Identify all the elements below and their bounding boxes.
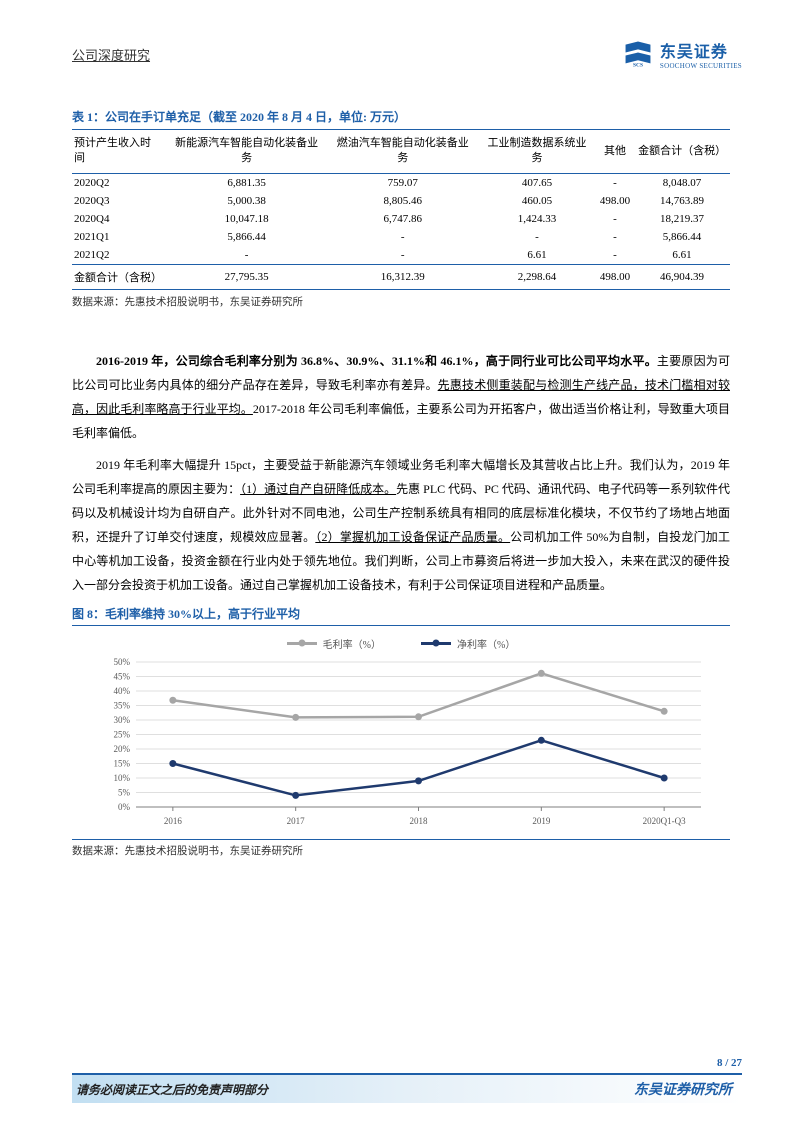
table-row: 2020Q26,881.35759.07407.65-8,048.07 (72, 173, 730, 192)
footer-bar: 请务必阅读正文之后的免责声明部分 东吴证券研究所 (72, 1073, 742, 1103)
institute-name: 东吴证券研究所 (634, 1079, 732, 1099)
svg-text:2018: 2018 (410, 816, 429, 826)
logo-text-cn: 东吴证券 (660, 38, 742, 62)
table-row: 2020Q35,000.388,805.46460.05498.0014,763… (72, 192, 730, 210)
table-header: 工业制造数据系统业务 (478, 130, 596, 174)
orders-table: 预计产生收入时间新能源汽车智能自动化装备业务燃油汽车智能自动化装备业务工业制造数… (72, 129, 730, 290)
table-row: 2020Q410,047.186,747.861,424.33-18,219.3… (72, 210, 730, 228)
chart-source: 数据来源：先惠技术招股说明书，东吴证券研究所 (72, 839, 730, 858)
scs-logo-icon: SCS (622, 40, 654, 68)
legend-gross: 毛利率（%） (287, 636, 381, 651)
paragraph-1: 2016-2019 年，公司综合毛利率分别为 36.8%、30.9%、31.1%… (72, 349, 730, 445)
table-header: 预计产生收入时间 (72, 130, 166, 174)
report-section-title: 公司深度研究 (72, 45, 150, 64)
legend-net: 净利率（%） (421, 636, 515, 651)
svg-text:2016: 2016 (164, 816, 183, 826)
svg-text:0%: 0% (118, 802, 131, 812)
disclaimer-text: 请务必阅读正文之后的免责声明部分 (72, 1081, 268, 1098)
svg-text:2019: 2019 (532, 816, 551, 826)
svg-text:15%: 15% (114, 758, 131, 768)
svg-text:45%: 45% (114, 671, 131, 681)
table-row: 2021Q15,866.44---5,866.44 (72, 228, 730, 246)
svg-text:50%: 50% (114, 657, 131, 667)
margin-chart: 毛利率（%） 净利率（%） 0% 5% 10% 15% 20% 25% 30% 35% 40% 4… (72, 626, 730, 839)
svg-text:20%: 20% (114, 744, 131, 754)
body-text: 2016-2019 年，公司综合毛利率分别为 36.8%、30.9%、31.1%… (72, 349, 730, 597)
line-chart-svg: 0% 5% 10% 15% 20% 25% 30% 35% 40% 45% 50% 2016 2017 2… (72, 657, 730, 832)
page-number: 8 / 27 (72, 1057, 742, 1069)
svg-text:35%: 35% (114, 700, 131, 710)
company-logo: SCS 东吴证券 SOOCHOW SECURITIES (622, 38, 742, 70)
table-row: 2021Q2--6.61-6.61 (72, 246, 730, 265)
svg-text:10%: 10% (114, 773, 131, 783)
table-header: 其他 (596, 130, 634, 174)
svg-text:40%: 40% (114, 686, 131, 696)
table-header: 燃油汽车智能自动化装备业务 (327, 130, 478, 174)
table-total-row: 金额合计（含税）27,795.3516,312.392,298.64498.00… (72, 264, 730, 289)
svg-text:SCS: SCS (633, 62, 643, 68)
table1-title: 表 1：公司在手订单充足（截至 2020 年 8 月 4 日，单位: 万元） (72, 108, 730, 125)
table-header: 金额合计（含税） (634, 130, 730, 174)
logo-text-en: SOOCHOW SECURITIES (660, 62, 742, 70)
svg-text:2017: 2017 (287, 816, 306, 826)
table1-source: 数据来源：先惠技术招股说明书，东吴证券研究所 (72, 294, 730, 309)
paragraph-2: 2019 年毛利率大幅提升 15pct，主要受益于新能源汽车领域业务毛利率大幅增… (72, 453, 730, 597)
figure8-title: 图 8：毛利率维持 30%以上，高于行业平均 (72, 605, 730, 626)
svg-text:25%: 25% (114, 729, 131, 739)
svg-text:5%: 5% (118, 787, 131, 797)
svg-text:2020Q1-Q3: 2020Q1-Q3 (643, 816, 686, 826)
svg-text:30%: 30% (114, 715, 131, 725)
table-header: 新能源汽车智能自动化装备业务 (166, 130, 328, 174)
